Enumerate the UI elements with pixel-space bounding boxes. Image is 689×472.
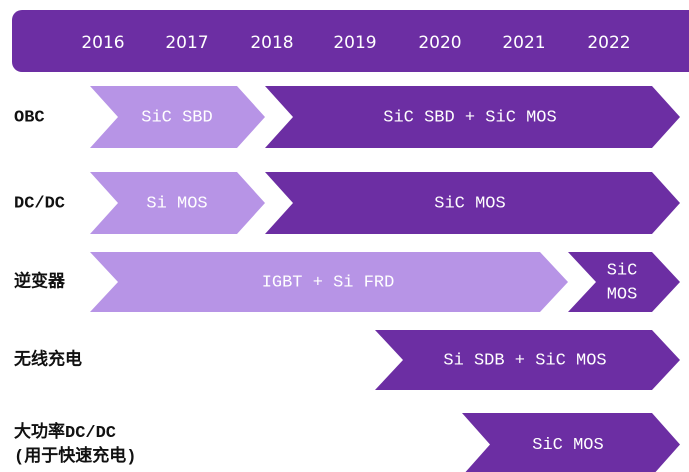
segment-text: SiC MOS [532,436,603,455]
segment-arrow [90,172,265,234]
year-label: 2019 [333,33,376,53]
segment-text: SiC [607,261,638,280]
segment-text: Si MOS [146,194,207,213]
year-label: 2020 [418,33,461,53]
year-label: 2021 [502,33,545,53]
segment-arrow [90,252,568,312]
segment-arrow [568,252,680,312]
row-label: (用于快速充电) [14,445,136,467]
segment-arrow [90,86,265,148]
segment-text: SiC SBD + SiC MOS [383,108,556,127]
segment-arrow [265,86,680,148]
segment-text: SiC MOS [434,194,505,213]
year-label: 2022 [587,33,630,53]
row-label: DC/DC [14,194,65,213]
segment-arrow [462,413,680,472]
row-label: 大功率DC/DC [14,421,116,443]
year-label: 2018 [250,33,293,53]
row-label: 无线充电 [13,348,82,370]
segment-text: IGBT + Si FRD [262,273,395,292]
segment-text: SiC SBD [141,108,212,127]
year-label: 2017 [165,33,208,53]
row-label: OBC [14,108,45,127]
year-header-bar [12,10,689,72]
segment-text: Si SDB + SiC MOS [443,351,606,370]
year-label: 2016 [81,33,124,53]
row-label: 逆变器 [14,270,66,292]
segment-arrow [375,330,680,390]
segment-arrow [265,172,680,234]
segment-text: MOS [607,285,638,304]
